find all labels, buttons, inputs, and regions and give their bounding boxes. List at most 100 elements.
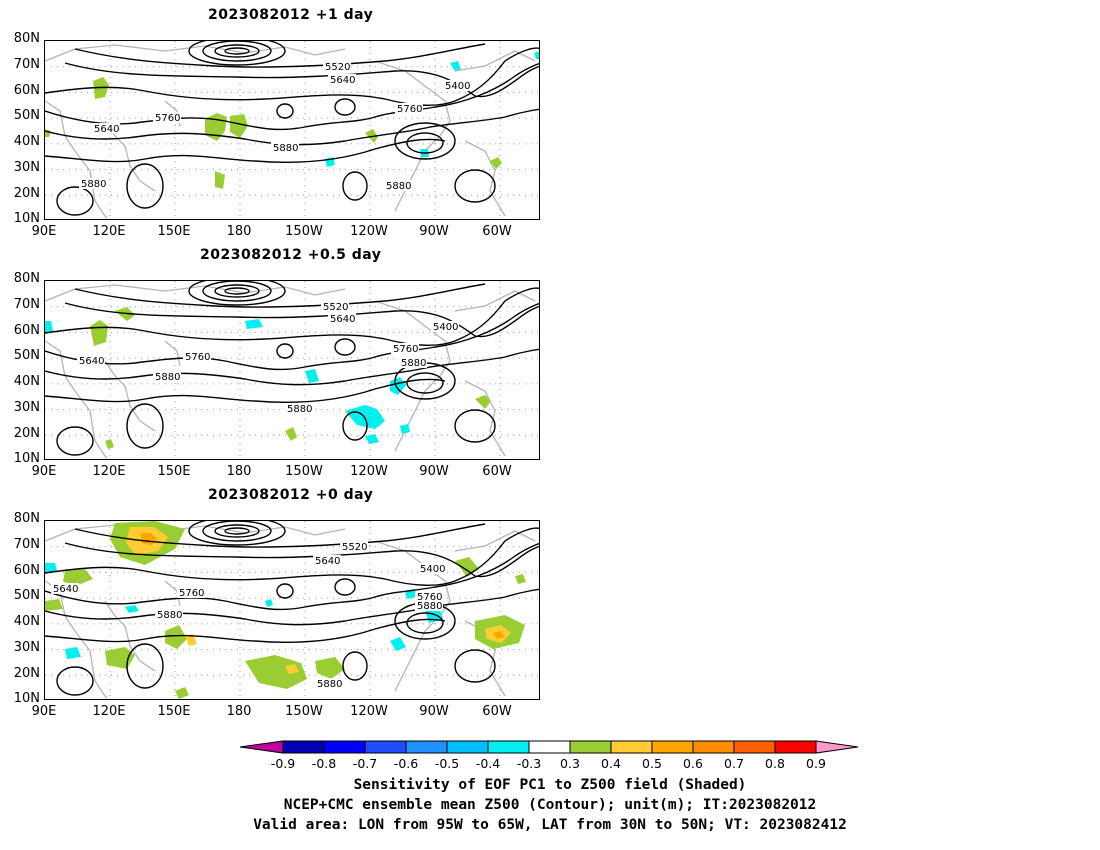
lon-label: 120W: [350, 704, 388, 719]
contour-label: 5760: [397, 104, 422, 115]
contour-label: 5640: [79, 356, 104, 367]
lon-label: 150W: [285, 464, 323, 479]
colorbar-label: 0.3: [560, 756, 580, 771]
contours: [45, 521, 539, 696]
contour-label: 5880: [157, 610, 182, 621]
lon-label: 60W: [482, 704, 512, 719]
contours: [45, 41, 539, 216]
lon-label: 120W: [350, 224, 388, 239]
lat-label: 80N: [13, 511, 40, 526]
lat-label: 40N: [13, 374, 40, 389]
contour-label: 5640: [330, 314, 355, 325]
colorbar-label: 0.6: [683, 756, 703, 771]
colorbar-segment: [405, 740, 448, 754]
panel-title: 2023082012 +1 day: [208, 7, 374, 23]
lat-label: 50N: [13, 108, 40, 123]
lon-label: 150E: [157, 704, 191, 719]
colorbar-label: 0.9: [806, 756, 826, 771]
lat-label: 40N: [13, 614, 40, 629]
panel-title: 2023082012 +0.5 day: [200, 247, 382, 263]
lon-label: 150E: [157, 464, 191, 479]
contour-label: 5400: [445, 81, 470, 92]
contour-label: 5640: [94, 124, 119, 135]
colorbar-label: -0.9: [270, 756, 296, 771]
lat-label: 30N: [13, 400, 40, 415]
contour-label: 5880: [155, 372, 180, 383]
coastlines: [45, 44, 536, 219]
lon-label: 120E: [92, 464, 126, 479]
panel-title: 2023082012 +0 day: [208, 487, 374, 503]
caption-line-2: NCEP+CMC ensemble mean Z500 (Contour); u…: [283, 797, 817, 813]
colorbar-label: -0.7: [352, 756, 378, 771]
colorbar-over-arrow: [815, 740, 859, 754]
lat-label: 40N: [13, 134, 40, 149]
contour-label: 5880: [386, 181, 411, 192]
lat-label: 70N: [13, 57, 40, 72]
lon-label: 90E: [31, 464, 57, 479]
lon-label: 150E: [157, 224, 191, 239]
contour-label: 5760: [155, 113, 180, 124]
lat-label: 60N: [13, 563, 40, 578]
lon-label: 90W: [419, 464, 449, 479]
lon-label: 90W: [419, 224, 449, 239]
colorbar-segment: [364, 740, 407, 754]
contour-label: 5880: [417, 601, 442, 612]
lon-label: 180: [226, 704, 252, 719]
lon-label: 90E: [31, 704, 57, 719]
contour-label: 5640: [53, 584, 78, 595]
lat-label: 10N: [13, 211, 40, 226]
contour-label: 5400: [420, 564, 445, 575]
lon-label: 120E: [92, 224, 126, 239]
coastlines: [45, 284, 536, 459]
colorbar-label: 0.5: [642, 756, 662, 771]
colorbar-label: -0.8: [311, 756, 337, 771]
colorbar-segment: [774, 740, 817, 754]
lon-label: 150W: [285, 224, 323, 239]
lat-label: 20N: [13, 666, 40, 681]
lat-label: 50N: [13, 348, 40, 363]
colorbar-segment: [610, 740, 653, 754]
colorbar-segment: [569, 740, 612, 754]
contour-labels: 5520 5640 5400 5760 5640 5760 5880 5880 …: [77, 301, 459, 415]
contour-label: 5760: [393, 344, 418, 355]
contour-label: 5880: [273, 143, 298, 154]
colorbar-segment: [651, 740, 694, 754]
colorbar-label: -0.3: [516, 756, 542, 771]
contour-label: 5880: [287, 404, 312, 415]
caption-line-1: Sensitivity of EOF PC1 to Z500 field (Sh…: [353, 777, 747, 793]
colorbar-segments: [282, 740, 817, 754]
shading: [325, 51, 539, 167]
lat-label: 20N: [13, 186, 40, 201]
map-panel-1: 5520 5640 5400 5760 5640 5760 5880 5880 …: [44, 40, 540, 220]
colorbar-label: -0.5: [434, 756, 460, 771]
colorbar-label: -0.4: [475, 756, 501, 771]
colorbar-segment: [282, 740, 325, 754]
colorbar-label: 0.7: [724, 756, 744, 771]
lat-label: 70N: [13, 537, 40, 552]
contour-label: 5400: [433, 322, 458, 333]
lat-label: 30N: [13, 640, 40, 655]
contour-label: 5760: [179, 588, 204, 599]
lon-label: 180: [226, 224, 252, 239]
colorbar-segment: [733, 740, 776, 754]
contour-label: 5760: [417, 592, 442, 603]
colorbar-label: 0.8: [765, 756, 785, 771]
colorbar-segment: [323, 740, 366, 754]
contour-label: 5880: [317, 679, 342, 690]
lat-label: 70N: [13, 297, 40, 312]
lon-label: 120W: [350, 464, 388, 479]
shading: [90, 307, 491, 449]
lon-label: 60W: [482, 464, 512, 479]
lat-label: 30N: [13, 160, 40, 175]
contour-label: 5520: [325, 62, 350, 73]
shading: [126, 527, 511, 674]
colorbar-segment: [487, 740, 530, 754]
caption-line-3: Valid area: LON from 95W to 65W, LAT fro…: [253, 817, 847, 833]
contour-label: 5520: [323, 302, 348, 313]
contour-label: 5640: [330, 75, 355, 86]
colorbar-under-arrow: [240, 740, 284, 754]
contour-label: 5640: [315, 556, 340, 567]
lon-label: 150W: [285, 704, 323, 719]
map-panel-3: 5520 5640 5400 5640 5760 5760 5880 5880 …: [44, 520, 540, 700]
contour-label: 5520: [342, 542, 367, 553]
